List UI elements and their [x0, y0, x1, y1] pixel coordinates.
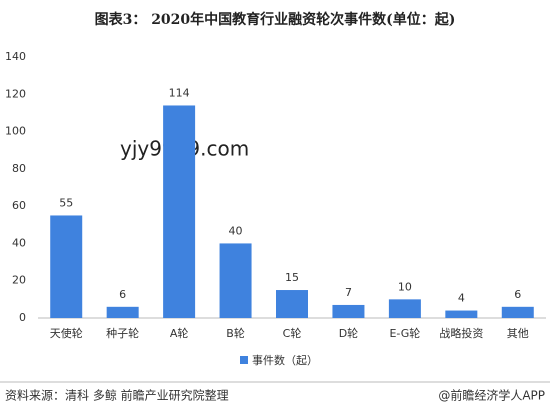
value-label: 6 — [514, 288, 521, 301]
x-tick-label: D轮 — [339, 326, 358, 340]
x-tick-label: 战略投资 — [439, 326, 483, 340]
x-tick-label: E-G轮 — [389, 326, 420, 340]
bar — [50, 215, 83, 318]
bar — [332, 304, 365, 318]
value-label: 10 — [398, 280, 412, 293]
value-label: 114 — [169, 86, 190, 99]
y-tick-label: 80 — [12, 162, 26, 175]
chart-title: 图表3： 2020年中国教育行业融资轮次事件数(单位：起) — [95, 11, 456, 28]
x-tick-label: A轮 — [170, 326, 189, 340]
bar — [163, 105, 196, 318]
source: 资料来源：清科 多鲸 前瞻产业研究院整理 — [5, 388, 229, 403]
y-tick-label: 20 — [12, 274, 26, 287]
x-tick-label: 种子轮 — [106, 326, 139, 340]
bar — [106, 306, 139, 318]
x-tick-label: C轮 — [283, 326, 302, 340]
bar — [445, 310, 478, 318]
legend-swatch — [240, 356, 248, 364]
bar — [219, 243, 252, 318]
y-tick-label: 120 — [5, 87, 26, 100]
credit: @前瞻经济学人APP — [438, 388, 545, 403]
value-label: 15 — [285, 271, 299, 284]
bar — [388, 299, 421, 318]
bar — [501, 306, 534, 318]
y-tick-label: 140 — [5, 50, 26, 63]
value-label: 7 — [345, 286, 352, 299]
value-label: 40 — [229, 224, 243, 237]
y-tick-label: 100 — [5, 125, 26, 138]
value-label: 6 — [119, 288, 126, 301]
bar — [276, 290, 308, 318]
y-tick-label: 0 — [19, 311, 26, 324]
x-tick-label: B轮 — [226, 326, 245, 340]
y-tick-label: 60 — [12, 199, 26, 212]
value-label: 55 — [59, 196, 73, 209]
value-label: 4 — [458, 292, 465, 305]
legend-label: 事件数（起） — [252, 354, 318, 367]
y-tick-label: 40 — [12, 236, 26, 249]
x-tick-label: 其他 — [507, 327, 529, 340]
x-tick-label: 天使轮 — [50, 326, 83, 340]
